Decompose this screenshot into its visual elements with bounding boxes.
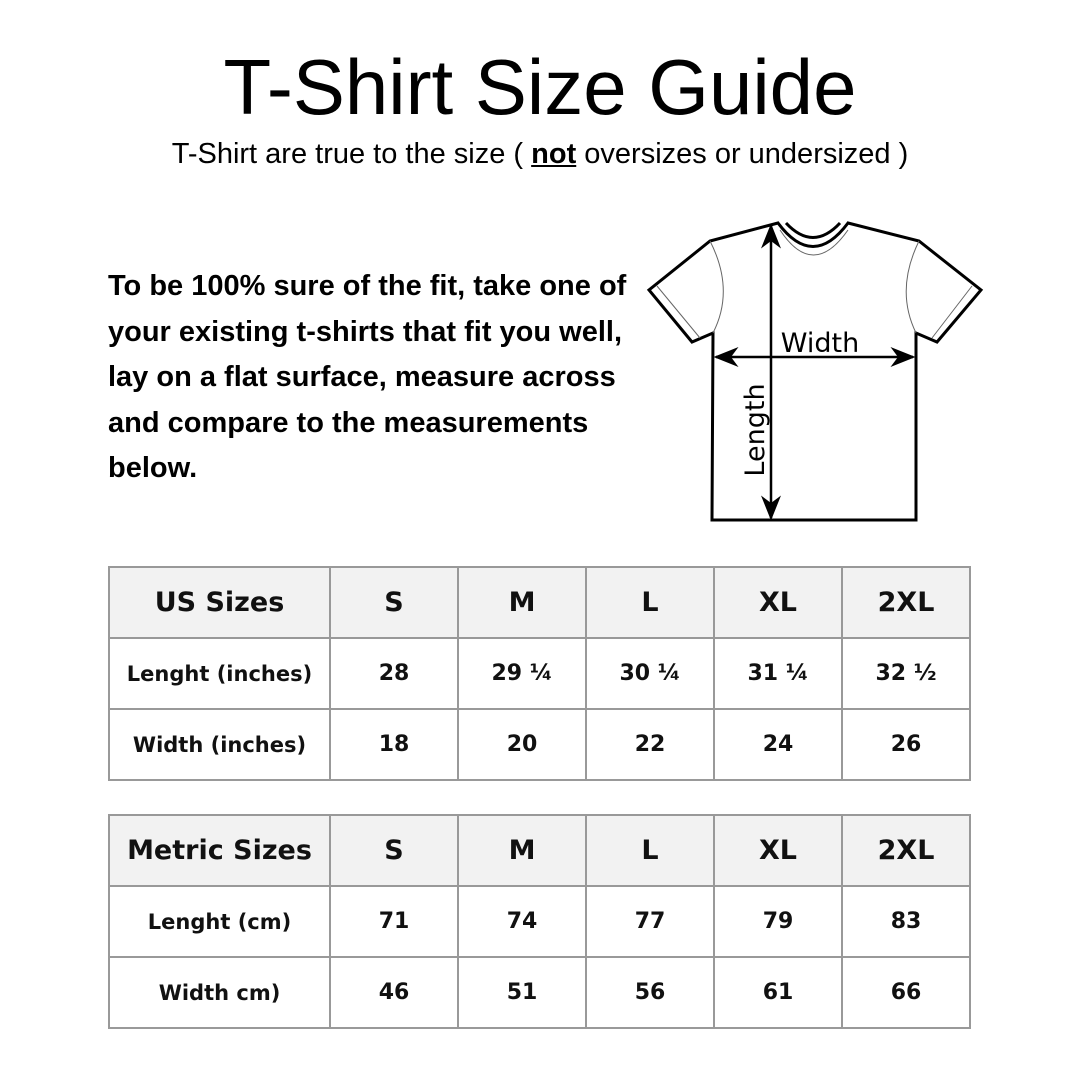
header-cell: XL: [713, 814, 843, 887]
table-cell: 20: [457, 708, 587, 781]
width-label: Width: [781, 328, 859, 359]
table-cell: 61: [713, 956, 843, 1029]
table-cell: 28: [329, 637, 459, 710]
table-header-row: Metric Sizes S M L XL 2XL: [108, 814, 971, 887]
table-cell: 31 ¼: [713, 637, 843, 710]
subtitle: T-Shirt are true to the size ( not overs…: [0, 138, 1080, 171]
table-cell: 32 ½: [841, 637, 971, 710]
row-label: Width cm): [108, 956, 331, 1029]
table-cell: 51: [457, 956, 587, 1029]
measuring-instructions: To be 100% sure of the fit, take one of …: [108, 270, 627, 484]
header-cell: L: [585, 814, 715, 887]
tshirt-diagram-icon: Width Length: [646, 221, 984, 522]
table-cell: 24: [713, 708, 843, 781]
header-cell: 2XL: [841, 566, 971, 639]
header-cell: M: [457, 566, 587, 639]
length-label: Length: [740, 383, 771, 476]
row-label: Lenght (inches): [108, 637, 331, 710]
table-cell: 56: [585, 956, 715, 1029]
subtitle-text-end: oversizes or undersized ): [576, 138, 909, 170]
table-cell: 77: [585, 885, 715, 958]
header-cell: S: [329, 814, 459, 887]
us-size-table: US Sizes S M L XL 2XL Lenght (inches) 28…: [108, 566, 971, 781]
header-cell: 2XL: [841, 814, 971, 887]
row-label: Lenght (cm): [108, 885, 331, 958]
row-label: Width (inches): [108, 708, 331, 781]
table-cell: 74: [457, 885, 587, 958]
header-cell: Metric Sizes: [108, 814, 331, 887]
table-row: Width cm) 46 51 56 61 66: [108, 956, 971, 1029]
table-cell: 26: [841, 708, 971, 781]
header-cell: M: [457, 814, 587, 887]
table-cell: 22: [585, 708, 715, 781]
header-cell: US Sizes: [108, 566, 331, 639]
header-cell: L: [585, 566, 715, 639]
page-title: T-Shirt Size Guide: [223, 43, 857, 131]
table-cell: 71: [329, 885, 459, 958]
table-row: Width (inches) 18 20 22 24 26: [108, 708, 971, 781]
subtitle-text: T-Shirt are true to the size (: [171, 138, 532, 170]
table-cell: 46: [329, 956, 459, 1029]
table-cell: 79: [713, 885, 843, 958]
table-cell: 29 ¼: [457, 637, 587, 710]
table-header-row: US Sizes S M L XL 2XL: [108, 566, 971, 639]
table-cell: 66: [841, 956, 971, 1029]
table-row: Lenght (cm) 71 74 77 79 83: [108, 885, 971, 958]
subtitle-emphasis: not: [531, 138, 577, 170]
table-cell: 30 ¼: [585, 637, 715, 710]
table-cell: 18: [329, 708, 459, 781]
metric-size-table: Metric Sizes S M L XL 2XL Lenght (cm) 71…: [108, 814, 971, 1029]
header-cell: S: [329, 566, 459, 639]
table-cell: 83: [841, 885, 971, 958]
table-row: Lenght (inches) 28 29 ¼ 30 ¼ 31 ¼ 32 ½: [108, 637, 971, 710]
header-cell: XL: [713, 566, 843, 639]
